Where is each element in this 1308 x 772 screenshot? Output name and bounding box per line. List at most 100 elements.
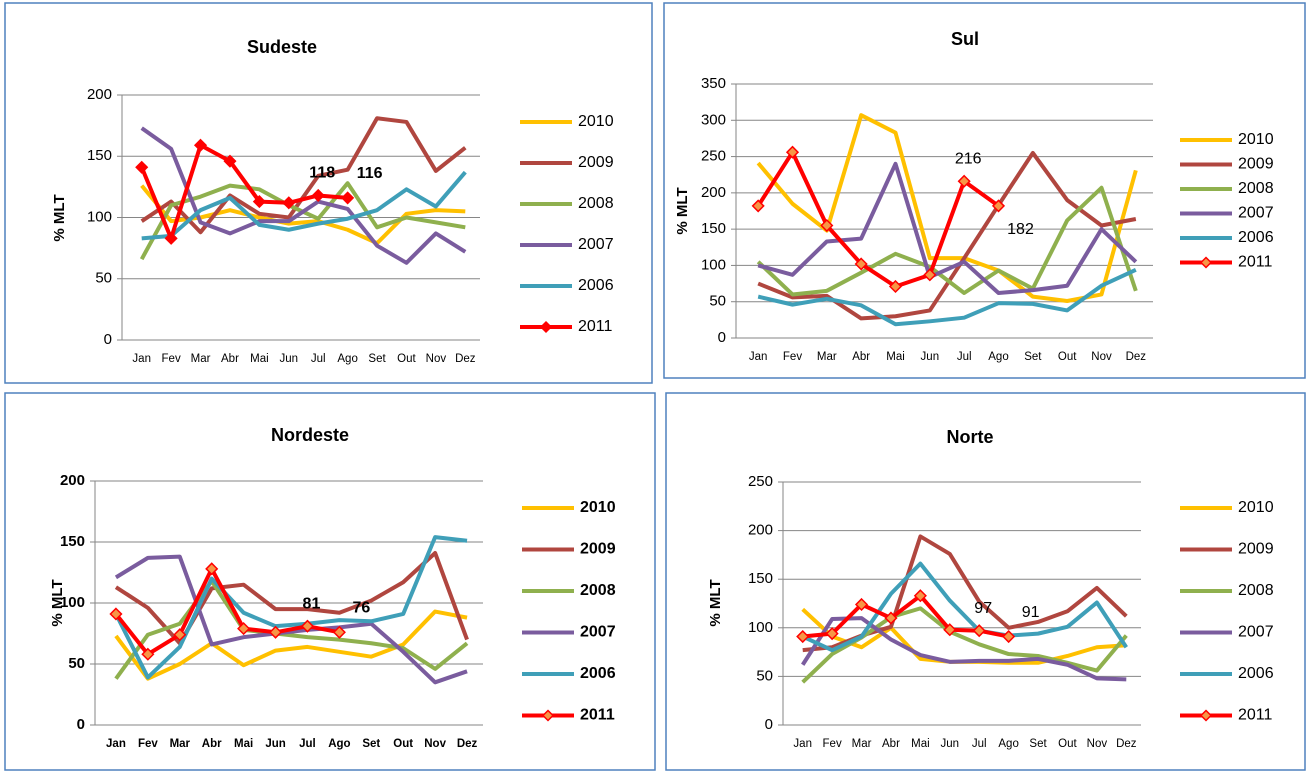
x-tick-label: Ago (337, 353, 357, 365)
x-tick-label: Jan (106, 738, 126, 750)
legend-label: 2010 (1238, 499, 1274, 516)
point-marker (332, 625, 346, 639)
point-marker (972, 624, 986, 638)
y-tick-label: 350 (701, 75, 726, 92)
y-tick-label: 150 (60, 533, 85, 550)
point-marker (109, 607, 123, 621)
legend-label: 2007 (1238, 624, 1274, 641)
chart-panel: Nordeste % MLT 0 50 100 150 200 Jan Fev Mar Abr Mai… (4, 392, 656, 771)
series-line (757, 161, 1138, 296)
y-axis-label: % MLT (51, 194, 68, 241)
point-marker (141, 647, 155, 661)
x-tick-label: Fev (823, 738, 842, 750)
data-label: 76 (352, 599, 370, 616)
x-tick-label: Jul (972, 738, 987, 750)
point-marker (205, 562, 219, 576)
point-marker (341, 191, 355, 205)
point-marker (173, 628, 187, 642)
legend-label: 2008 (1238, 180, 1274, 197)
point-marker (282, 196, 296, 210)
y-tick-label: 100 (748, 619, 773, 636)
x-tick-label: Nov (426, 353, 447, 365)
x-tick-label: Abr (202, 738, 222, 750)
y-tick-label: 200 (87, 86, 112, 103)
y-tick-label: 50 (95, 270, 112, 287)
point-marker (311, 188, 325, 203)
legend-marker (1199, 709, 1213, 722)
point-marker (957, 174, 971, 188)
panel-border (665, 392, 1306, 771)
x-tick-label: Jun (265, 738, 285, 750)
series-line (756, 150, 1000, 289)
x-tick-label: Fev (783, 351, 802, 363)
x-tick-label: Out (1058, 351, 1077, 363)
point-marker (923, 268, 937, 282)
legend-label: 2007 (580, 624, 616, 641)
x-tick-label: Dez (1126, 351, 1147, 363)
x-tick-label: Fev (162, 353, 181, 365)
x-tick-label: Jul (299, 738, 316, 750)
legend-marker (1199, 256, 1213, 269)
legend-label: 2009 (580, 541, 616, 558)
x-tick-label: Mar (852, 738, 872, 750)
x-tick-label: Jun (941, 738, 960, 750)
point-marker (193, 138, 208, 152)
y-tick-label: 150 (87, 147, 112, 164)
y-axis-label: % MLT (707, 579, 724, 626)
point-marker (913, 589, 927, 603)
legend-marker (541, 709, 555, 722)
point-marker (943, 623, 957, 637)
x-tick-label: Jun (921, 351, 940, 363)
point-marker (825, 627, 839, 641)
data-label: 216 (955, 150, 982, 167)
y-tick-label: 250 (748, 473, 773, 490)
legend-label: 2010 (578, 113, 614, 130)
y-tick-label: 150 (748, 570, 773, 587)
series-line (114, 535, 468, 680)
panel-border (4, 2, 653, 384)
x-tick-label: Out (397, 353, 416, 365)
x-tick-label: Nov (1091, 351, 1112, 363)
legend-label: 2010 (1238, 131, 1274, 148)
x-tick-label: Abr (852, 351, 870, 363)
series-line (114, 609, 468, 681)
x-tick-label: Abr (221, 353, 239, 365)
chart-panel: Sudeste % MLT 0 50 100 150 200 Jan Fev Mar Abr Mai J… (4, 2, 653, 384)
legend-label: 2011 (578, 318, 613, 335)
x-tick-label: Fev (138, 738, 158, 750)
legend-label: 2011 (580, 707, 615, 724)
legend-label: 2009 (1238, 156, 1274, 173)
x-tick-label: Mai (234, 738, 253, 750)
chart-title: Nordeste (271, 425, 349, 445)
legend-label: 2008 (1238, 582, 1274, 599)
x-tick-label: Jan (749, 351, 768, 363)
data-label: 182 (1007, 221, 1034, 238)
x-tick-label: Ago (998, 738, 1018, 750)
x-tick-label: Mar (170, 738, 191, 750)
point-marker (268, 625, 283, 639)
chart-title: Norte (946, 427, 993, 447)
y-tick-label: 100 (701, 256, 726, 273)
legend-label: 2011 (1238, 707, 1273, 724)
x-tick-label: Out (1058, 738, 1077, 750)
panel-border (4, 392, 656, 771)
data-label: 116 (357, 165, 383, 182)
point-marker (884, 611, 898, 625)
series-line (756, 185, 1138, 297)
chart-title: Sudeste (247, 37, 317, 57)
chart-panel: Sul % MLT 0 50 100 150 200 250 300 350 Jan Fev Mar Ab… (663, 2, 1306, 379)
y-tick-label: 200 (748, 522, 773, 539)
x-tick-label: Mar (191, 353, 211, 365)
y-tick-label: 50 (68, 655, 85, 672)
series-line (141, 170, 467, 241)
x-tick-label: Nov (1087, 738, 1108, 750)
legend-label: 2007 (578, 236, 614, 253)
legend-marker (539, 320, 553, 334)
series-line (801, 561, 1128, 653)
y-tick-label: 0 (765, 716, 773, 733)
point-marker (888, 279, 903, 294)
y-tick-label: 0 (718, 329, 726, 346)
x-tick-label: Mar (817, 351, 837, 363)
series-line (801, 616, 1127, 682)
y-tick-label: 300 (701, 111, 726, 128)
